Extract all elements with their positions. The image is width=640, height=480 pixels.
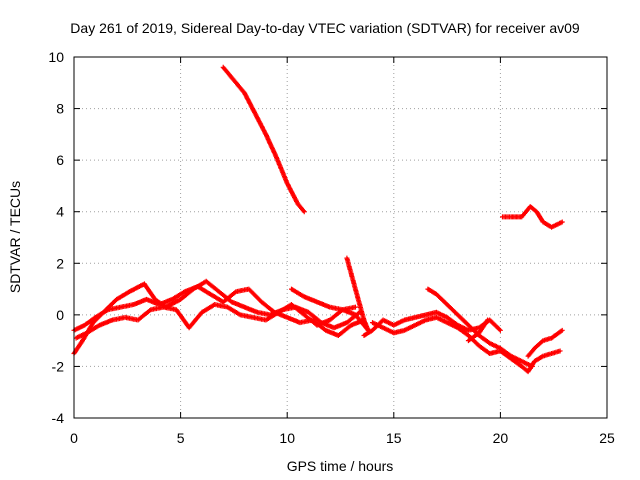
y-tick-label: 0 <box>56 307 64 323</box>
series-track-8 <box>361 309 503 338</box>
series-track-6 <box>289 286 358 313</box>
x-tick-label: 0 <box>70 430 78 446</box>
series-track-9 <box>370 314 563 375</box>
grid-lines <box>74 57 607 418</box>
data-point-markers <box>500 204 565 230</box>
x-tick-label: 10 <box>279 430 295 446</box>
data-point-markers <box>425 286 535 369</box>
x-tick-label: 5 <box>177 430 185 446</box>
series-track-10 <box>425 286 535 369</box>
y-axis-label: SDTVAR / TECUs <box>7 181 23 293</box>
series-track-2 <box>500 204 565 230</box>
data-point-markers <box>220 64 307 215</box>
y-tick-label: 2 <box>56 255 64 271</box>
x-tick-label: 25 <box>599 430 615 446</box>
series-track-12 <box>525 327 565 359</box>
y-tick-label: 6 <box>56 152 64 168</box>
x-tick-label: 20 <box>493 430 509 446</box>
chart-title: Day 261 of 2019, Sidereal Day-to-day VTE… <box>70 20 580 36</box>
y-tick-label: -4 <box>52 410 65 426</box>
series-track-7 <box>344 255 371 333</box>
data-point-markers <box>361 309 503 338</box>
y-tick-label: 4 <box>56 204 64 220</box>
series-track-11 <box>465 317 491 344</box>
data-point-markers <box>289 286 358 313</box>
data-point-markers <box>525 327 565 359</box>
plot-frame <box>73 56 608 419</box>
y-tick-label: 8 <box>56 101 64 117</box>
data-marks <box>71 64 565 375</box>
y-tick-label: -2 <box>52 358 65 374</box>
x-tick-label: 15 <box>386 430 402 446</box>
x-axis-label: GPS time / hours <box>287 458 394 474</box>
data-point-markers <box>370 314 563 375</box>
data-point-markers <box>465 317 491 344</box>
y-tick-label: 10 <box>48 49 64 65</box>
series-track-1 <box>220 64 307 215</box>
axis-ticks: 0 5 10 15 20 25 -4 -2 0 2 4 6 8 10 <box>48 49 615 446</box>
data-point-markers <box>344 255 371 333</box>
